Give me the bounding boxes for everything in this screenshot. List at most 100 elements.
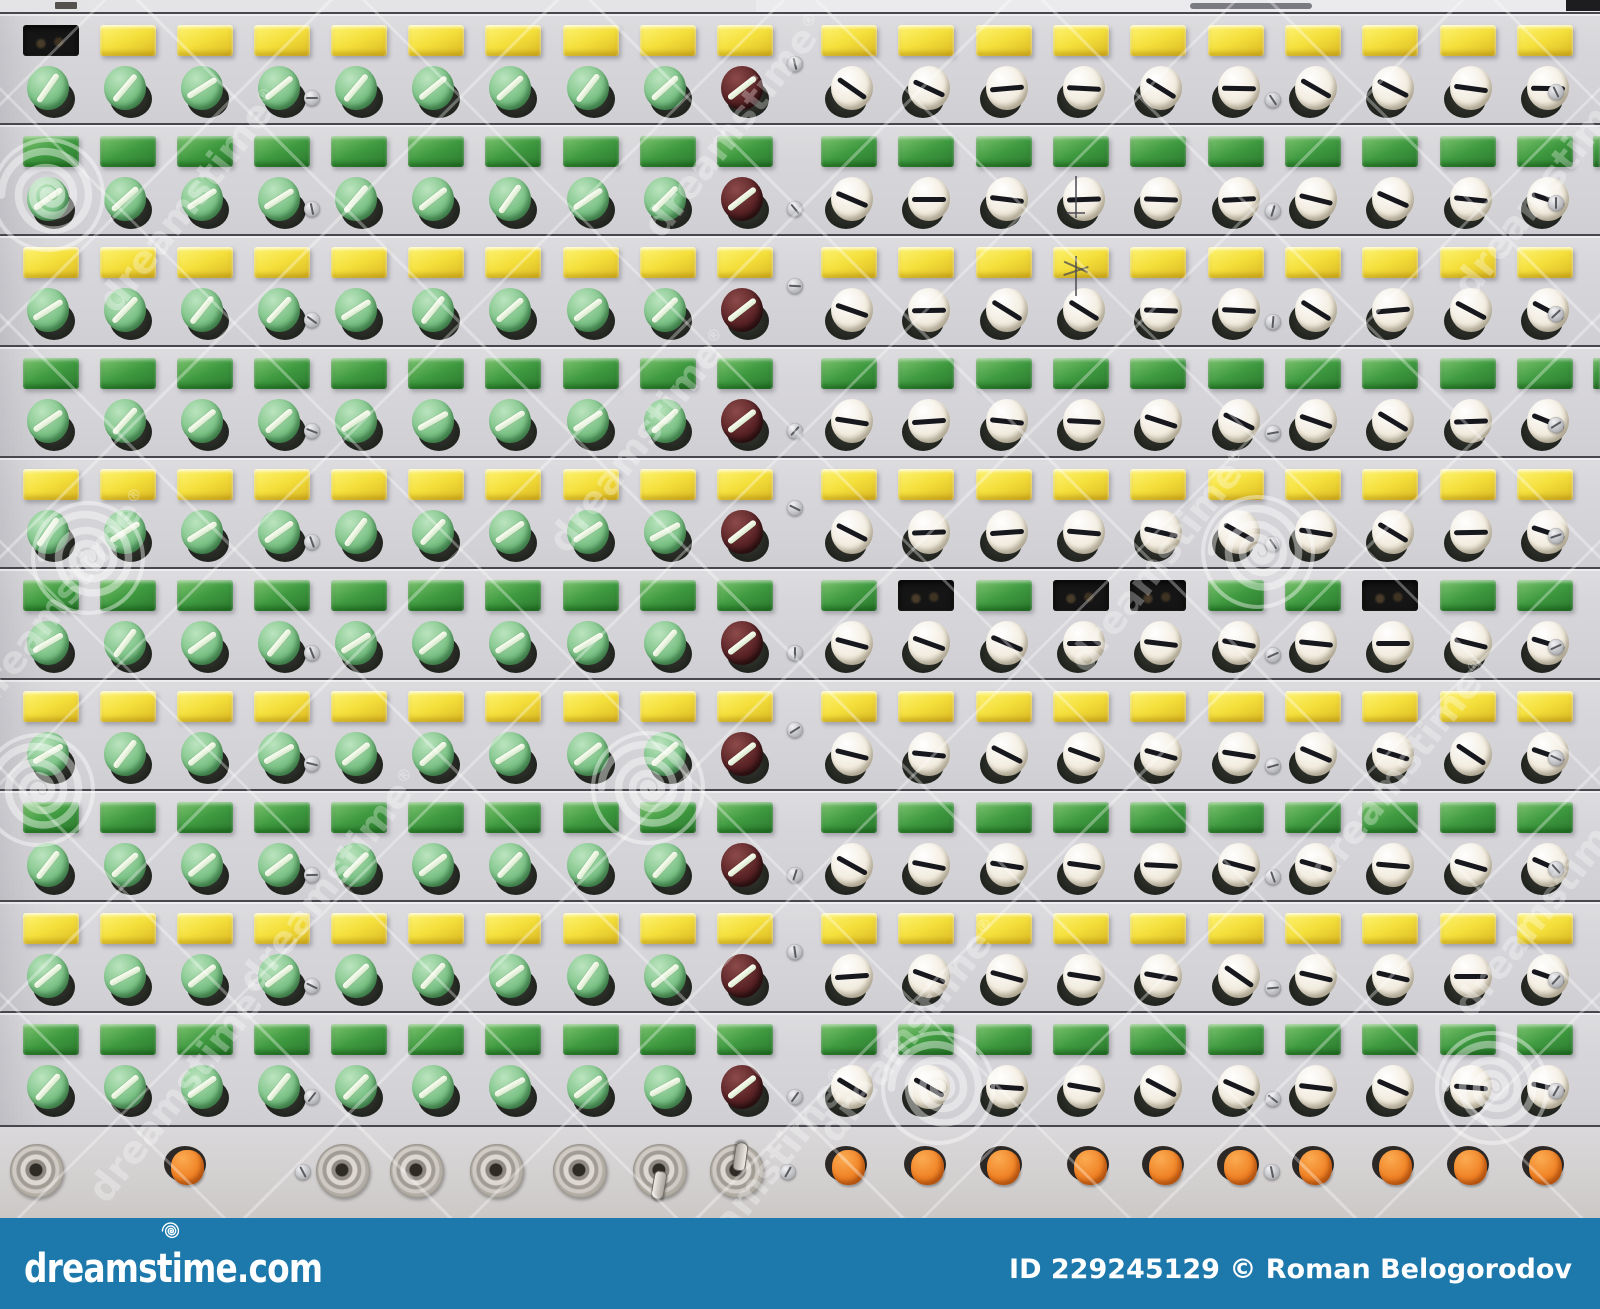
push-button-yellow[interactable] [563,469,619,500]
rotary-knob-green[interactable] [565,954,617,1010]
rotary-knob-white[interactable] [1132,843,1184,899]
push-button-green[interactable] [563,358,619,389]
rotary-knob-green[interactable] [410,399,462,455]
rotary-knob-maroon[interactable] [719,399,771,455]
push-button-green[interactable] [717,1024,773,1055]
rotary-knob-green[interactable] [642,843,694,899]
rotary-knob-green[interactable] [565,621,617,677]
rotary-knob-white[interactable] [1287,621,1339,677]
push-button-yellow[interactable] [563,691,619,722]
rotary-knob-white[interactable] [978,843,1030,899]
rotary-knob-white[interactable] [978,510,1030,566]
orange-cap-button[interactable] [1065,1142,1115,1192]
rotary-knob-white[interactable] [1287,732,1339,788]
push-button-green[interactable] [254,136,310,167]
push-button-green[interactable] [100,136,156,167]
push-button-green[interactable] [821,580,877,611]
rotary-knob-green[interactable] [256,399,308,455]
rotary-knob-green[interactable] [565,732,617,788]
push-button-green[interactable] [1440,802,1496,833]
rotary-knob-white[interactable] [1055,510,1107,566]
rotary-knob-green[interactable] [256,954,308,1010]
push-button-yellow[interactable] [1285,25,1341,56]
rotary-knob-white[interactable] [978,621,1030,677]
push-button-green[interactable] [563,136,619,167]
rotary-knob-green[interactable] [333,843,385,899]
push-button-green[interactable] [976,358,1032,389]
rotary-knob-white[interactable] [900,510,952,566]
push-button-green[interactable] [1362,136,1418,167]
push-button-green[interactable] [1130,1024,1186,1055]
rotary-knob-green[interactable] [487,954,539,1010]
rotary-knob-white[interactable] [823,843,875,899]
rotary-knob-green[interactable] [333,399,385,455]
rotary-knob-green[interactable] [410,843,462,899]
push-button-yellow[interactable] [898,469,954,500]
rotary-knob-green[interactable] [333,732,385,788]
push-button-green[interactable] [1517,1024,1573,1055]
rotary-knob-green[interactable] [642,510,694,566]
push-button-green[interactable] [717,580,773,611]
push-button-yellow[interactable] [1130,25,1186,56]
push-button-green[interactable] [1053,1024,1109,1055]
push-button-yellow[interactable] [1053,469,1109,500]
push-button-yellow[interactable] [821,25,877,56]
rotary-knob-green[interactable] [333,954,385,1010]
rotary-knob-green[interactable] [102,66,154,122]
rotary-knob-green[interactable] [102,399,154,455]
rotary-knob-white[interactable] [1442,66,1494,122]
rotary-knob-white[interactable] [1210,510,1262,566]
rotary-knob-white[interactable] [978,732,1030,788]
rotary-knob-green[interactable] [410,1065,462,1121]
rotary-knob-white[interactable] [978,66,1030,122]
rotary-knob-green[interactable] [642,177,694,233]
push-button-yellow[interactable] [1362,913,1418,944]
jack-socket[interactable] [470,1144,524,1198]
push-button-green[interactable] [1517,580,1573,611]
rotary-knob-green[interactable] [410,177,462,233]
orange-cap-button[interactable] [978,1142,1028,1192]
push-button-green[interactable] [976,1024,1032,1055]
rotary-knob-white[interactable] [1287,399,1339,455]
push-button-green[interactable] [177,136,233,167]
rotary-knob-green[interactable] [410,732,462,788]
push-button-green[interactable] [717,136,773,167]
rotary-knob-white[interactable] [1442,399,1494,455]
rotary-knob-green[interactable] [565,399,617,455]
push-button-yellow[interactable] [1208,247,1264,278]
rotary-knob-white[interactable] [1287,1065,1339,1121]
push-button-yellow[interactable] [976,691,1032,722]
push-button-yellow[interactable] [1130,913,1186,944]
push-button-green[interactable] [254,1024,310,1055]
rotary-knob-maroon[interactable] [719,621,771,677]
push-button-green[interactable] [1285,358,1341,389]
push-button-green[interactable] [485,358,541,389]
rotary-knob-white[interactable] [978,177,1030,233]
push-button-green[interactable] [485,136,541,167]
orange-cap-button[interactable] [1520,1142,1570,1192]
rotary-knob-white[interactable] [1442,954,1494,1010]
push-button-green[interactable] [100,358,156,389]
push-button-yellow[interactable] [1208,469,1264,500]
rotary-knob-maroon[interactable] [719,954,771,1010]
rotary-knob-white[interactable] [1132,954,1184,1010]
rotary-knob-white[interactable] [978,954,1030,1010]
rotary-knob-green[interactable] [25,66,77,122]
push-button-yellow[interactable] [331,247,387,278]
push-button-yellow[interactable] [1362,25,1418,56]
push-button-yellow[interactable] [331,913,387,944]
empty-lamp-socket[interactable] [898,580,954,611]
rotary-knob-white[interactable] [1287,177,1339,233]
push-button-green[interactable] [1362,802,1418,833]
rotary-knob-green[interactable] [565,843,617,899]
push-button-yellow[interactable] [485,691,541,722]
push-button-green[interactable] [408,580,464,611]
push-button-green[interactable] [177,358,233,389]
push-button-yellow[interactable] [1053,25,1109,56]
rotary-knob-green[interactable] [256,732,308,788]
push-button-yellow[interactable] [1053,247,1109,278]
rotary-knob-green[interactable] [102,177,154,233]
push-button-green[interactable] [563,1024,619,1055]
rotary-knob-white[interactable] [1210,1065,1262,1121]
push-button-yellow[interactable] [898,913,954,944]
